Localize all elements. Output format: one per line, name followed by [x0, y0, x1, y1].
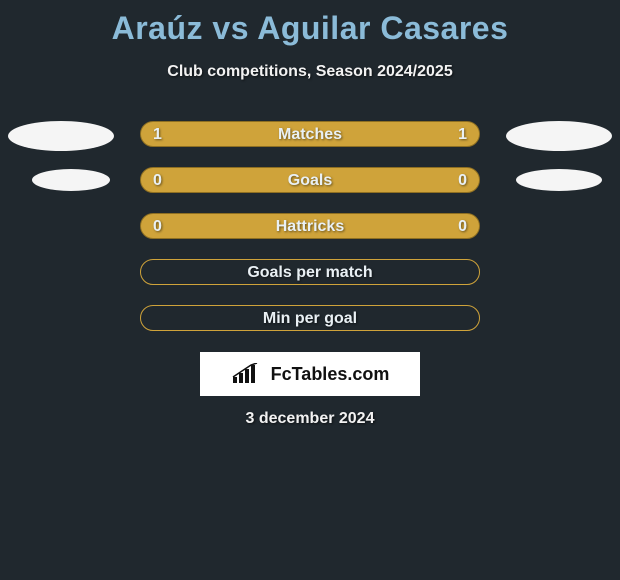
stat-row-goals: 0 Goals 0 — [0, 167, 620, 193]
fctables-logo: FcTables.com — [200, 352, 420, 396]
player-left-marker — [8, 121, 114, 151]
player-right-marker — [506, 121, 612, 151]
stat-label: Hattricks — [141, 214, 479, 240]
comparison-infographic: Araúz vs Aguilar Casares Club competitio… — [0, 0, 620, 580]
logo-text: FcTables.com — [271, 364, 390, 385]
stat-label: Matches — [141, 122, 479, 148]
stat-label: Goals per match — [141, 260, 479, 286]
stat-left-value: 0 — [153, 214, 162, 240]
stat-right-value: 1 — [458, 122, 467, 148]
stat-left-value: 1 — [153, 122, 162, 148]
stat-bar: Min per goal — [140, 305, 480, 331]
stat-label: Min per goal — [141, 306, 479, 332]
stat-row-min-per-goal: Min per goal — [0, 305, 620, 331]
stat-right-value: 0 — [458, 214, 467, 240]
stat-row-hattricks: 0 Hattricks 0 — [0, 213, 620, 239]
date-label: 3 december 2024 — [0, 410, 620, 428]
stat-bar: Goals per match — [140, 259, 480, 285]
player-left-marker — [32, 169, 110, 191]
stat-bar: 0 Goals 0 — [140, 167, 480, 193]
stat-right-value: 0 — [458, 168, 467, 194]
player-right-marker — [516, 169, 602, 191]
stat-row-goals-per-match: Goals per match — [0, 259, 620, 285]
page-title: Araúz vs Aguilar Casares — [0, 0, 620, 47]
stat-bar: 1 Matches 1 — [140, 121, 480, 147]
stat-bar: 0 Hattricks 0 — [140, 213, 480, 239]
stat-left-value: 0 — [153, 168, 162, 194]
stat-label: Goals — [141, 168, 479, 194]
page-subtitle: Club competitions, Season 2024/2025 — [0, 63, 620, 81]
bars-icon — [231, 363, 263, 385]
stat-row-matches: 1 Matches 1 — [0, 121, 620, 147]
